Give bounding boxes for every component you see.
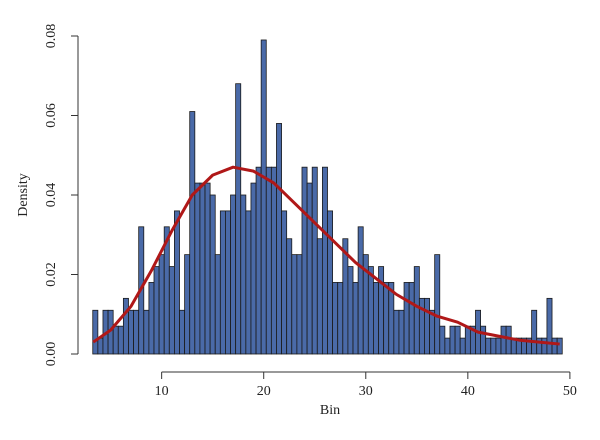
x-tick-label: 20 xyxy=(257,384,271,399)
bar xyxy=(128,309,134,355)
bar xyxy=(500,325,507,355)
y-tick-label: 0.04 xyxy=(44,183,59,208)
bar xyxy=(480,325,487,355)
bar xyxy=(490,337,497,355)
y-tick-label: 0.02 xyxy=(44,262,59,287)
bar xyxy=(245,210,252,355)
bar xyxy=(439,325,446,355)
bar xyxy=(97,337,104,355)
bar xyxy=(454,325,461,355)
bar xyxy=(92,309,99,355)
bar xyxy=(546,297,553,355)
bar xyxy=(230,194,237,355)
bar xyxy=(225,210,231,355)
y-axis-label: Density xyxy=(16,173,31,217)
bar xyxy=(444,337,451,355)
x-tick-label: 40 xyxy=(461,384,475,399)
y-tick-label: 0.08 xyxy=(44,24,59,49)
bar xyxy=(199,182,206,355)
bar xyxy=(311,166,318,355)
bar xyxy=(408,282,415,355)
bar xyxy=(122,297,129,355)
bar xyxy=(556,337,563,355)
x-tick-label: 10 xyxy=(155,384,169,399)
bar xyxy=(194,182,201,355)
bar xyxy=(291,254,298,355)
bar xyxy=(337,282,344,355)
bar xyxy=(148,282,155,355)
bar xyxy=(485,337,492,355)
bar xyxy=(143,309,150,355)
bar xyxy=(112,325,119,355)
bar xyxy=(153,266,160,355)
bar xyxy=(235,83,242,355)
bar xyxy=(179,309,186,355)
bar xyxy=(296,254,303,355)
x-axis-label: Bin xyxy=(320,403,340,418)
bar xyxy=(219,210,226,355)
bar xyxy=(383,282,390,355)
bar xyxy=(209,194,216,355)
bar xyxy=(373,282,379,355)
x-tick-label: 30 xyxy=(359,384,373,399)
bar xyxy=(541,337,548,355)
bar xyxy=(367,266,374,355)
bar xyxy=(189,111,196,355)
bar xyxy=(352,282,359,355)
bar xyxy=(270,166,277,355)
bar xyxy=(332,282,339,355)
density-curve xyxy=(92,165,560,346)
bar xyxy=(398,309,405,355)
bar xyxy=(276,123,282,355)
bar xyxy=(306,182,313,355)
bar xyxy=(434,254,441,355)
bar xyxy=(393,309,400,355)
y-tick-label: 0.06 xyxy=(44,103,59,128)
bar xyxy=(117,325,124,355)
bar xyxy=(286,238,293,355)
y-tick-label: 0.00 xyxy=(44,342,59,367)
bar xyxy=(168,266,175,355)
bar xyxy=(255,166,262,355)
bar xyxy=(403,282,410,355)
bar xyxy=(495,337,502,355)
bar xyxy=(158,254,165,355)
bar xyxy=(240,194,247,355)
bar xyxy=(347,266,354,355)
bar xyxy=(327,210,334,355)
bar xyxy=(174,210,180,355)
bar xyxy=(429,309,436,355)
bar xyxy=(184,254,191,355)
bar xyxy=(301,166,308,355)
bar xyxy=(316,238,323,355)
bar xyxy=(464,325,471,355)
bar xyxy=(281,210,288,355)
bar xyxy=(424,297,430,355)
bar xyxy=(505,325,512,355)
bar xyxy=(133,309,140,355)
bar xyxy=(260,39,267,355)
bar xyxy=(551,337,558,355)
bar xyxy=(214,254,221,355)
bar xyxy=(250,182,257,355)
bar xyxy=(265,166,272,355)
bar xyxy=(413,266,420,355)
bar xyxy=(531,309,538,355)
bar xyxy=(204,182,211,355)
bar xyxy=(459,337,466,355)
bar xyxy=(357,226,364,355)
x-tick-label: 50 xyxy=(563,384,577,399)
bar xyxy=(321,166,328,355)
bar xyxy=(449,325,456,355)
